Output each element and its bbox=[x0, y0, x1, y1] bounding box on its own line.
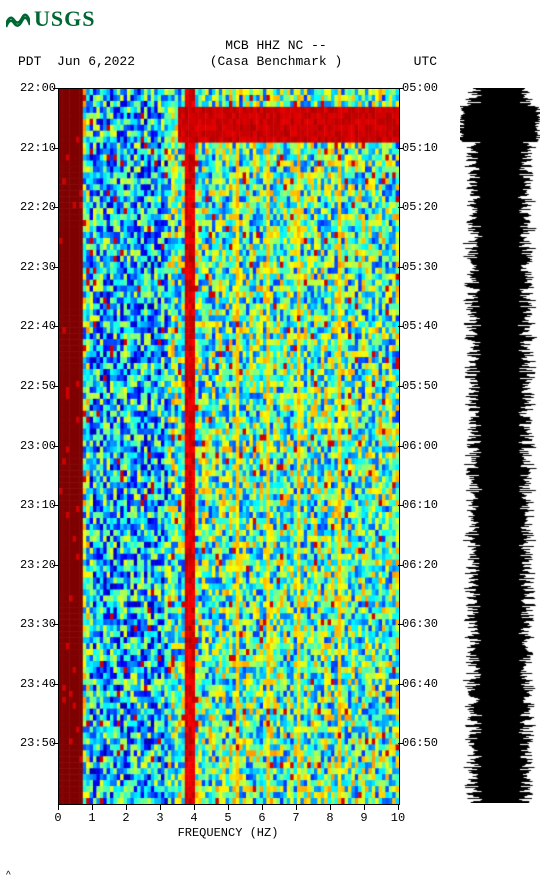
x-tick: 1 bbox=[88, 811, 95, 825]
spectrogram-canvas bbox=[59, 89, 399, 804]
header-line1: MCB HHZ NC -- bbox=[0, 38, 552, 53]
footer-mark: ^ bbox=[6, 870, 11, 881]
y-right-tick: 05:20 bbox=[402, 200, 446, 214]
y-left-tick: 23:20 bbox=[0, 558, 56, 572]
y-left-tick: 23:40 bbox=[0, 677, 56, 691]
y-left-tick: 22:40 bbox=[0, 319, 56, 333]
usgs-wave-icon bbox=[6, 10, 30, 28]
y-right-tick: 05:10 bbox=[402, 141, 446, 155]
y-right-tick: 05:00 bbox=[402, 81, 446, 95]
x-tick: 10 bbox=[391, 811, 405, 825]
header-tz-left: PDT Jun 6,2022 bbox=[18, 54, 135, 69]
y-axis-right: 05:0005:1005:2005:3005:4005:5006:0006:10… bbox=[402, 88, 446, 803]
x-tick: 3 bbox=[156, 811, 163, 825]
header-line2: PDT Jun 6,2022 (Casa Benchmark ) UTC bbox=[0, 54, 552, 69]
y-left-tick: 23:30 bbox=[0, 617, 56, 631]
y-left-tick: 22:00 bbox=[0, 81, 56, 95]
spectrogram-plot bbox=[58, 88, 400, 805]
y-right-tick: 05:40 bbox=[402, 319, 446, 333]
y-right-tick: 06:40 bbox=[402, 677, 446, 691]
y-right-tick: 06:50 bbox=[402, 736, 446, 750]
y-right-tick: 06:30 bbox=[402, 617, 446, 631]
y-right-tick: 06:00 bbox=[402, 439, 446, 453]
y-right-tick: 05:30 bbox=[402, 260, 446, 274]
x-tick: 4 bbox=[190, 811, 197, 825]
usgs-logo: USGS bbox=[6, 6, 95, 32]
y-right-tick: 06:20 bbox=[402, 558, 446, 572]
y-right-tick: 06:10 bbox=[402, 498, 446, 512]
x-tick: 5 bbox=[224, 811, 231, 825]
x-tick: 2 bbox=[122, 811, 129, 825]
x-axis-label: FREQUENCY (HZ) bbox=[58, 826, 398, 840]
y-left-tick: 23:10 bbox=[0, 498, 56, 512]
x-tick: 7 bbox=[292, 811, 299, 825]
y-right-tick: 05:50 bbox=[402, 379, 446, 393]
y-left-tick: 23:50 bbox=[0, 736, 56, 750]
seismic-trace-canvas bbox=[460, 88, 540, 803]
y-axis-left: 22:0022:1022:2022:3022:4022:5023:0023:10… bbox=[0, 88, 56, 803]
x-tick: 9 bbox=[360, 811, 367, 825]
seismic-trace-panel bbox=[460, 88, 540, 803]
x-tick: 6 bbox=[258, 811, 265, 825]
header-tz-right: UTC bbox=[414, 54, 437, 69]
usgs-logo-text: USGS bbox=[34, 6, 95, 32]
y-left-tick: 22:50 bbox=[0, 379, 56, 393]
y-left-tick: 22:30 bbox=[0, 260, 56, 274]
x-tick: 8 bbox=[326, 811, 333, 825]
y-left-tick: 23:00 bbox=[0, 439, 56, 453]
x-tick: 0 bbox=[54, 811, 61, 825]
y-left-tick: 22:20 bbox=[0, 200, 56, 214]
y-left-tick: 22:10 bbox=[0, 141, 56, 155]
